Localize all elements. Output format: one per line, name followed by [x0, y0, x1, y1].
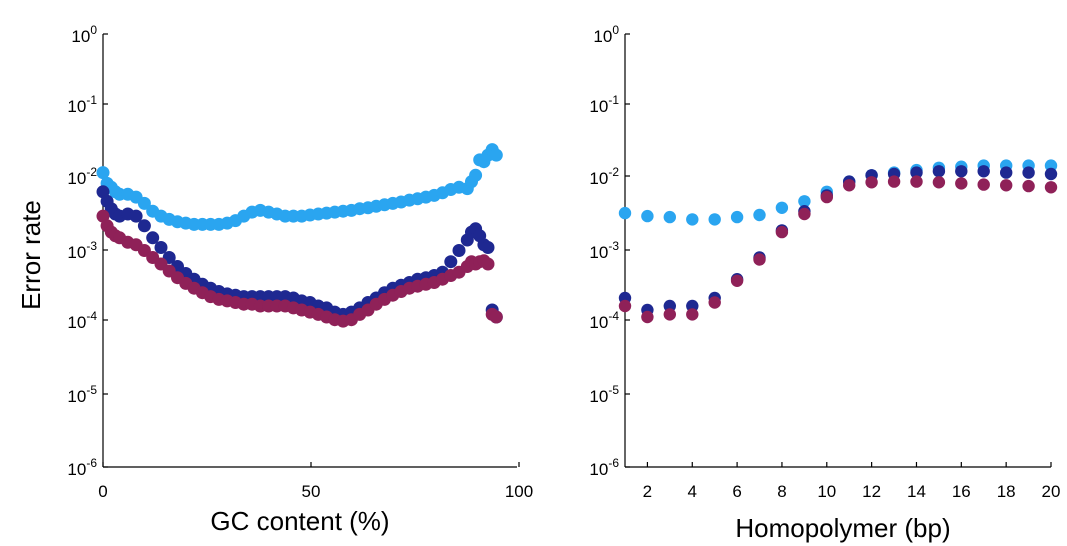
data-point [129, 209, 143, 223]
x-axis-title: Homopolymer (bp) [735, 513, 950, 543]
data-point [641, 209, 654, 223]
homopolymer-panel: 100 10-1 10-2 10-3 10-4 10-5 10-6 2 4 6 8 10 12 14 16 1… [589, 23, 1060, 543]
y-tick-label: 10-6 [67, 456, 97, 479]
x-tick-label: 100 [505, 482, 533, 501]
series-light [618, 159, 1058, 226]
data-point [753, 208, 766, 222]
y-tick-label: 10-2 [67, 165, 97, 188]
data-point [663, 308, 676, 321]
data-point [618, 299, 632, 313]
data-point [137, 219, 151, 233]
data-point [798, 207, 811, 221]
series-maroon [96, 209, 503, 328]
data-point [489, 310, 503, 324]
data-point [96, 166, 110, 180]
data-point [865, 176, 878, 189]
y-tick-label: 10-3 [589, 239, 619, 262]
y-tick-label: 10-5 [589, 383, 619, 406]
data-point [843, 179, 856, 192]
data-point [910, 166, 923, 179]
data-point [730, 210, 744, 224]
data-point [1000, 166, 1013, 179]
y-tick-label: 10-1 [589, 93, 619, 116]
data-point [1044, 181, 1058, 194]
data-point [686, 213, 699, 226]
data-point [708, 213, 721, 226]
data-point [469, 168, 483, 182]
series-light [96, 143, 503, 231]
data-point [686, 308, 699, 321]
data-point [618, 206, 632, 220]
data-point [1044, 167, 1058, 181]
data-point [955, 165, 968, 178]
data-point [137, 196, 151, 210]
data-point [955, 177, 968, 190]
x-tick-label: 50 [302, 482, 321, 501]
data-point [932, 165, 946, 178]
data-point [489, 148, 503, 162]
data-point [730, 274, 744, 287]
data-point [887, 175, 901, 188]
data-point [1000, 179, 1013, 192]
data-point [1022, 179, 1035, 193]
y-tick-label: 10-4 [67, 309, 97, 332]
data-point [775, 225, 789, 239]
data-point [96, 209, 110, 223]
x-tick-label: 2 [643, 482, 652, 501]
x-tick-label: 18 [997, 482, 1016, 501]
data-point [481, 241, 495, 254]
data-point [753, 253, 766, 266]
y-axis-title: Error rate [16, 200, 46, 310]
x-tick-label: 8 [777, 482, 786, 501]
data-point [146, 231, 160, 245]
data-point [663, 210, 676, 224]
y-tick-label: 100 [593, 23, 619, 46]
data-point [775, 201, 789, 214]
x-tick-label: 14 [907, 482, 926, 501]
data-point [910, 175, 923, 188]
y-tick-label: 10-6 [589, 456, 619, 479]
data-point [798, 195, 811, 208]
data-point [1022, 166, 1035, 179]
x-tick-label: 20 [1042, 482, 1061, 501]
data-point [154, 241, 168, 254]
x-tick-label: 16 [952, 482, 971, 501]
y-tick-label: 10-3 [67, 239, 97, 262]
series-dark [618, 165, 1058, 317]
data-point [708, 296, 721, 309]
x-tick-label: 0 [98, 482, 107, 501]
y-tick-label: 10-4 [589, 309, 619, 332]
data-point [977, 178, 990, 191]
data-point [641, 310, 654, 324]
x-tick-label: 6 [732, 482, 741, 501]
y-tick-label: 10-1 [67, 93, 97, 116]
x-tick-label: 12 [862, 482, 881, 501]
series-maroon [618, 175, 1058, 324]
data-point [452, 244, 466, 257]
x-axis-title: GC content (%) [210, 506, 389, 536]
data-point [932, 176, 946, 189]
data-point [481, 257, 495, 271]
data-point [977, 165, 990, 178]
y-tick-label: 10-2 [589, 165, 619, 188]
gc-content-panel: 100 10-1 10-2 10-3 10-4 10-5 10-60 50 100 GC cont… [67, 23, 533, 536]
y-tick-label: 10-5 [67, 383, 97, 406]
data-point [444, 255, 458, 269]
x-tick-label: 10 [817, 482, 836, 501]
y-tick-label: 100 [71, 23, 97, 46]
x-tick-label: 4 [688, 482, 697, 501]
data-point [820, 190, 833, 204]
